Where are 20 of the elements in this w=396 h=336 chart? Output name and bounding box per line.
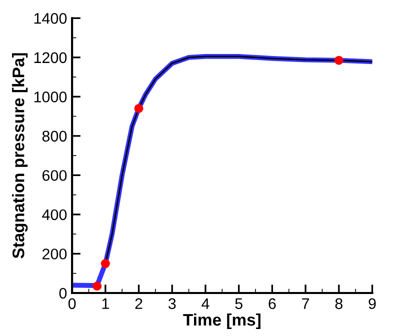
x-tick-label: 3 bbox=[168, 298, 176, 310]
y-tick-label: 1200 bbox=[34, 52, 67, 64]
y-tick-label: 200 bbox=[42, 248, 67, 260]
y-axis-title: Stagnation pressure [kPa] bbox=[12, 53, 28, 258]
x-tick-label: 9 bbox=[368, 298, 376, 310]
x-tick-label: 8 bbox=[335, 298, 342, 310]
x-axis-title: Time [ms] bbox=[183, 313, 260, 330]
x-tick-label: 6 bbox=[268, 298, 276, 310]
y-tick-label: 800 bbox=[42, 130, 67, 142]
y-tick-label: 400 bbox=[42, 209, 67, 220]
y-tick-label: 600 bbox=[42, 170, 67, 181]
x-tick-label: 0 bbox=[68, 298, 76, 310]
x-tick-label: 1 bbox=[102, 298, 109, 309]
y-tick-label: 0 bbox=[59, 288, 67, 299]
y-tick-label: 1000 bbox=[34, 92, 67, 102]
x-tick-label: 4 bbox=[202, 298, 210, 309]
x-tick-label: 5 bbox=[235, 298, 242, 310]
y-tick-label: 1400 bbox=[34, 13, 67, 24]
x-tick-label: 2 bbox=[135, 298, 142, 309]
x-tick-label: 7 bbox=[302, 298, 310, 309]
